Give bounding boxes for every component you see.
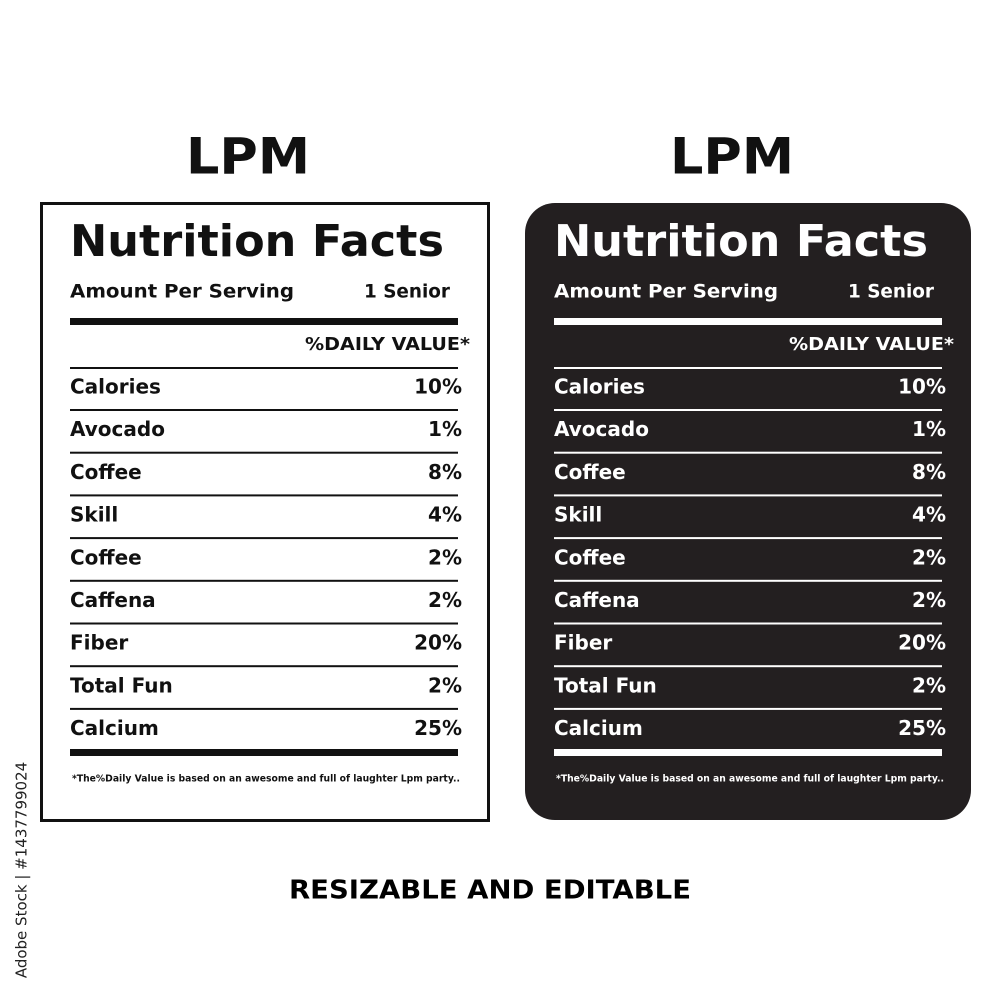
nutrient-name: Calcium [70,716,159,740]
nutrient-name: Total Fun [70,673,173,697]
rule [554,537,942,540]
nutrient-value: 2% [912,545,946,569]
nutrient-name: Fiber [554,631,612,655]
nutrient-name: Coffee [554,545,626,569]
nutrient-name: Caffena [554,588,640,612]
rule [70,665,458,668]
nutrient-value: 1% [912,417,946,441]
nutrient-value: 4% [428,503,462,527]
rule [70,409,458,411]
thick-rule [554,749,942,756]
serving-size: 1 Senior [364,281,451,303]
rule [70,537,458,540]
thick-rule [554,318,942,325]
nutrient-name: Avocado [70,417,165,441]
rule [554,451,942,454]
nutrient-name: Avocado [554,417,649,441]
footnote: *The%Daily Value is based on an awesome … [72,774,460,785]
nutrient-name: Calories [554,375,645,399]
daily-value-header: %DAILY VALUE* [789,334,955,355]
nutrient-name: Coffee [70,545,142,569]
footnote: *The%Daily Value is based on an awesome … [556,774,944,785]
nutrient-value: 2% [428,545,462,569]
nutrient-value: 8% [912,460,946,484]
nutrient-name: Coffee [70,460,142,484]
rule [554,579,942,582]
nutrient-value: 8% [428,460,462,484]
nutrient-name: Skill [554,503,602,527]
nutrient-name: Fiber [70,631,128,655]
rule [554,409,942,411]
nutrient-name: Coffee [554,460,626,484]
thick-rule [70,749,458,756]
label-panel [40,202,490,822]
rule [70,579,458,582]
label-title: Nutrition Facts [70,216,444,267]
rule [554,494,942,497]
serving-label: Amount Per Serving [554,281,778,303]
daily-value-header: %DAILY VALUE* [305,334,471,355]
nutrient-value: 2% [428,588,462,612]
nutrient-value: 2% [428,673,462,697]
nutrient-name: Caffena [70,588,156,612]
rule [554,707,942,710]
rule [70,707,458,710]
serving-size: 1 Senior [848,281,935,303]
nutrient-value: 20% [414,631,462,655]
rule [554,622,942,625]
nutrient-value: 25% [898,716,946,740]
rule [70,451,458,454]
label-heading: LPM [670,128,794,186]
nutrient-value: 20% [898,631,946,655]
rule [554,367,942,369]
label-heading: LPM [186,128,310,186]
nutrient-value: 2% [912,588,946,612]
nutrient-value: 25% [414,716,462,740]
rule [554,665,942,668]
nutrient-name: Skill [70,503,118,527]
rule [70,494,458,497]
rule [70,367,458,369]
nutrient-name: Calories [70,375,161,399]
nutrient-value: 4% [912,503,946,527]
label-title: Nutrition Facts [554,216,928,267]
nutrient-value: 10% [898,375,946,399]
serving-label: Amount Per Serving [70,281,294,303]
nutrient-name: Total Fun [554,673,657,697]
thick-rule [70,318,458,325]
nutrient-value: 10% [414,375,462,399]
nutrient-value: 1% [428,417,462,441]
caption: RESIZABLE AND EDITABLE [289,876,691,906]
side-text: Adobe Stock | #1437799024 [13,762,31,978]
nutrient-value: 2% [912,673,946,697]
nutrient-name: Calcium [554,716,643,740]
rule [70,622,458,625]
